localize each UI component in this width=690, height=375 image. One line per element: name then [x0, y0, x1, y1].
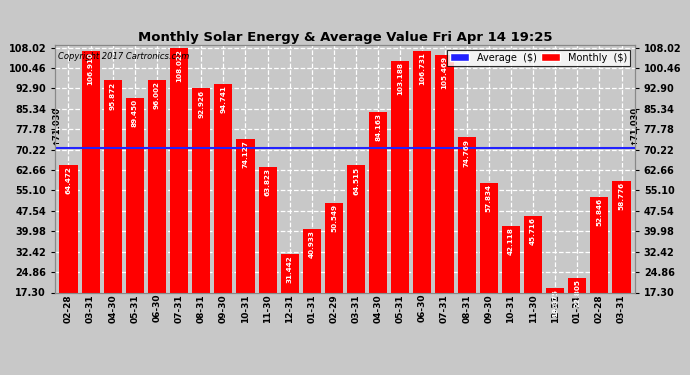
Text: 52.846: 52.846 — [596, 198, 602, 226]
Bar — [104, 81, 122, 339]
Bar — [347, 165, 365, 339]
Text: 19.075: 19.075 — [552, 289, 558, 317]
Text: 95.872: 95.872 — [110, 82, 116, 110]
Bar — [170, 48, 188, 339]
Text: ↑71.030: ↑71.030 — [629, 106, 638, 145]
Text: 74.127: 74.127 — [242, 141, 248, 168]
Bar — [546, 288, 564, 339]
Text: 92.926: 92.926 — [198, 90, 204, 118]
Bar — [457, 137, 475, 339]
Bar — [303, 229, 321, 339]
Bar — [568, 278, 586, 339]
Text: 89.450: 89.450 — [132, 99, 138, 127]
Bar — [613, 181, 631, 339]
Bar — [259, 167, 277, 339]
Bar — [325, 203, 343, 339]
Bar — [480, 183, 498, 339]
Bar — [413, 51, 431, 339]
Text: 42.118: 42.118 — [508, 227, 514, 255]
Bar — [126, 98, 144, 339]
Title: Monthly Solar Energy & Average Value Fri Apr 14 19:25: Monthly Solar Energy & Average Value Fri… — [138, 31, 552, 44]
Text: 106.731: 106.731 — [420, 53, 426, 86]
Bar — [391, 61, 409, 339]
Text: 63.823: 63.823 — [264, 168, 270, 196]
Text: 84.163: 84.163 — [375, 113, 381, 141]
Bar — [369, 112, 387, 339]
Bar — [524, 216, 542, 339]
Text: ↑71.030: ↑71.030 — [52, 106, 61, 145]
Text: 40.933: 40.933 — [309, 230, 315, 258]
Bar — [81, 51, 99, 339]
Text: 64.515: 64.515 — [353, 166, 359, 195]
Text: 106.910: 106.910 — [88, 52, 94, 85]
Bar — [59, 165, 77, 339]
Text: 96.002: 96.002 — [154, 81, 160, 110]
Text: 103.188: 103.188 — [397, 62, 404, 95]
Text: Copyright 2017 Cartronics.com: Copyright 2017 Cartronics.com — [58, 53, 190, 62]
Text: 58.776: 58.776 — [618, 182, 624, 210]
Text: 31.442: 31.442 — [286, 256, 293, 284]
Legend: Average  ($), Monthly  ($): Average ($), Monthly ($) — [446, 50, 630, 66]
Text: 94.741: 94.741 — [220, 85, 226, 113]
Bar — [281, 254, 299, 339]
Text: 74.769: 74.769 — [464, 139, 470, 167]
Bar — [435, 55, 453, 339]
Bar — [591, 196, 609, 339]
Text: 108.022: 108.022 — [176, 49, 182, 82]
Bar — [192, 88, 210, 339]
Text: 50.549: 50.549 — [331, 204, 337, 232]
Text: 105.469: 105.469 — [442, 56, 448, 89]
Bar — [237, 139, 255, 339]
Text: 45.716: 45.716 — [530, 217, 536, 245]
Bar — [215, 84, 233, 339]
Text: 64.472: 64.472 — [66, 166, 72, 194]
Bar — [148, 80, 166, 339]
Bar — [502, 225, 520, 339]
Text: 22.805: 22.805 — [574, 279, 580, 307]
Text: 57.834: 57.834 — [486, 184, 492, 213]
